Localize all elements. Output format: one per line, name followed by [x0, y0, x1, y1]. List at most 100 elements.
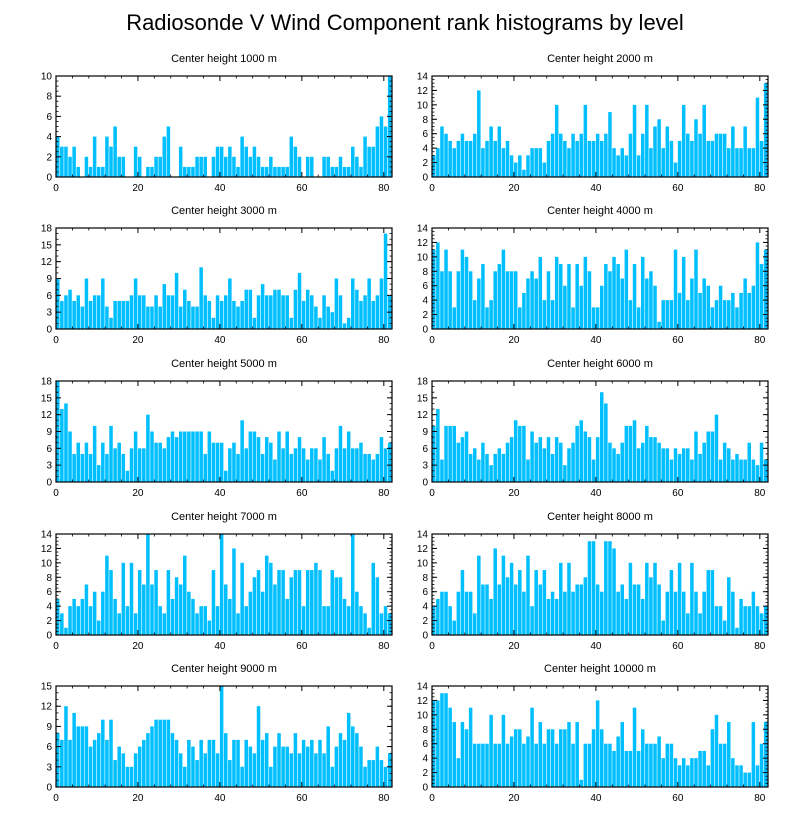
bar — [632, 264, 637, 329]
bar — [322, 437, 326, 482]
bar — [731, 591, 735, 635]
bar — [563, 591, 567, 635]
y-tick-label: 10 — [41, 72, 53, 83]
bar — [554, 598, 559, 635]
bar — [387, 753, 392, 787]
bar — [579, 420, 584, 482]
y-tick-label: 10 — [417, 558, 429, 569]
bar — [338, 156, 343, 177]
bar — [595, 133, 600, 177]
bar — [371, 459, 376, 482]
y-tick-label: 4 — [46, 602, 52, 613]
bar — [207, 739, 212, 787]
bar — [616, 264, 620, 329]
bar — [481, 148, 485, 177]
bar — [195, 156, 199, 177]
bar — [88, 746, 93, 787]
bar — [759, 140, 764, 177]
bar — [751, 148, 756, 177]
y-tick-label: 2 — [46, 616, 52, 627]
bar — [162, 719, 167, 787]
bar — [379, 760, 384, 787]
bar — [379, 116, 384, 177]
bar — [735, 765, 739, 787]
bar — [698, 613, 702, 635]
y-tick-label: 2 — [46, 152, 52, 163]
bar — [219, 534, 224, 635]
bar — [330, 166, 335, 177]
bar — [513, 729, 518, 787]
y-tick-label: 15 — [41, 393, 53, 404]
bar — [191, 598, 195, 635]
bar — [669, 743, 674, 787]
bar — [346, 606, 351, 635]
bar — [359, 606, 363, 635]
bar — [628, 133, 633, 177]
bar — [154, 442, 158, 482]
bar — [722, 300, 727, 329]
bar — [624, 425, 629, 482]
bar — [468, 140, 473, 177]
bar — [211, 156, 216, 177]
bar — [359, 442, 363, 482]
bar — [645, 743, 649, 787]
bar — [645, 104, 649, 177]
bar — [133, 753, 138, 787]
y-tick-label: 6 — [422, 281, 428, 292]
x-tick-label: 60 — [672, 793, 684, 804]
x-tick-label: 0 — [53, 641, 59, 652]
x-tick-label: 60 — [296, 488, 308, 499]
bar — [710, 307, 715, 329]
bar — [702, 104, 706, 177]
x-tick-label: 80 — [378, 488, 390, 499]
bar — [542, 743, 547, 787]
bar — [747, 772, 752, 787]
bar — [355, 733, 359, 787]
x-tick-label: 40 — [590, 641, 602, 652]
bar — [170, 733, 175, 787]
bar — [690, 562, 694, 635]
bar — [121, 753, 126, 787]
bar — [68, 289, 72, 329]
bar — [76, 726, 80, 787]
bar — [322, 606, 326, 635]
x-tick-label: 40 — [590, 488, 602, 499]
bar — [677, 140, 682, 177]
bar — [616, 591, 620, 635]
bar — [68, 739, 72, 787]
y-tick-label: 6 — [422, 739, 428, 750]
bar — [702, 750, 706, 787]
bar — [84, 726, 89, 787]
bar — [178, 431, 183, 482]
bar — [367, 627, 371, 635]
bar — [178, 753, 183, 787]
bar — [468, 591, 473, 635]
y-tick-label: 12 — [417, 410, 429, 421]
bar — [109, 425, 113, 482]
bar — [174, 577, 179, 635]
bar — [505, 442, 510, 482]
bar — [501, 714, 506, 787]
y-tick-label: 0 — [46, 631, 52, 642]
bar — [125, 470, 130, 482]
bar — [448, 140, 452, 177]
y-tick-label: 4 — [422, 144, 428, 155]
bar — [375, 746, 380, 787]
bar — [686, 448, 690, 482]
bar — [105, 136, 109, 177]
bar — [363, 136, 367, 177]
histogram-panel: Center height 1000 m 0 20 40 60 80 0 2 4 6 8 10 — [41, 53, 393, 194]
bar — [273, 459, 277, 482]
bar — [60, 146, 64, 177]
bar — [355, 156, 359, 177]
bar — [649, 743, 653, 787]
bar — [681, 758, 686, 787]
bar — [92, 425, 97, 482]
bar — [244, 289, 248, 329]
bar — [80, 598, 85, 635]
bar — [269, 156, 273, 177]
bar — [727, 577, 731, 635]
panel-title: Center height 8000 m — [547, 511, 653, 523]
bar — [64, 295, 68, 329]
bar — [583, 743, 588, 787]
